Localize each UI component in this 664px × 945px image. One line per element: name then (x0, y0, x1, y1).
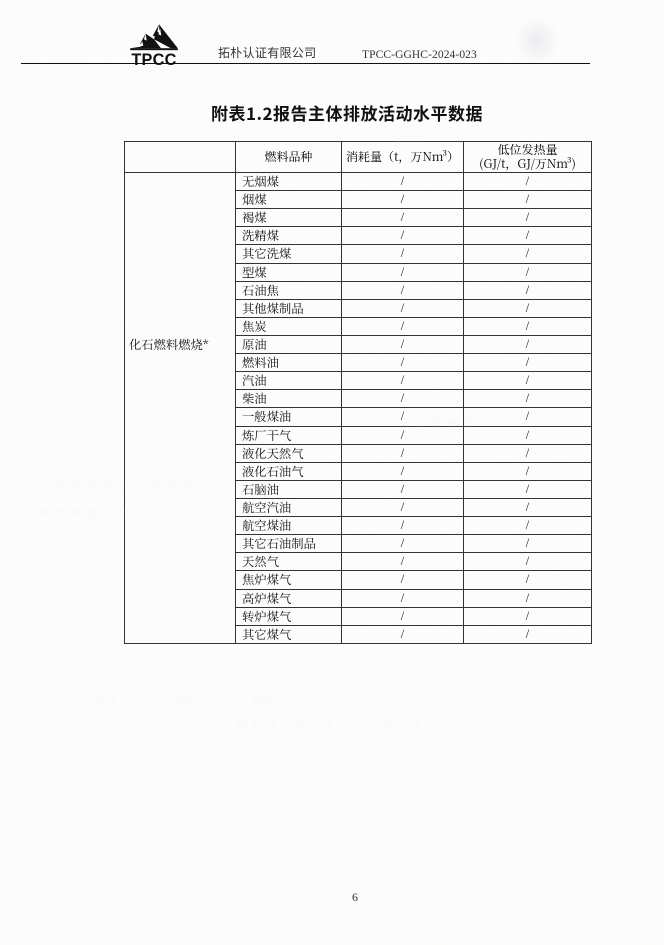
svg-text:TPCC: TPCC (131, 51, 176, 68)
